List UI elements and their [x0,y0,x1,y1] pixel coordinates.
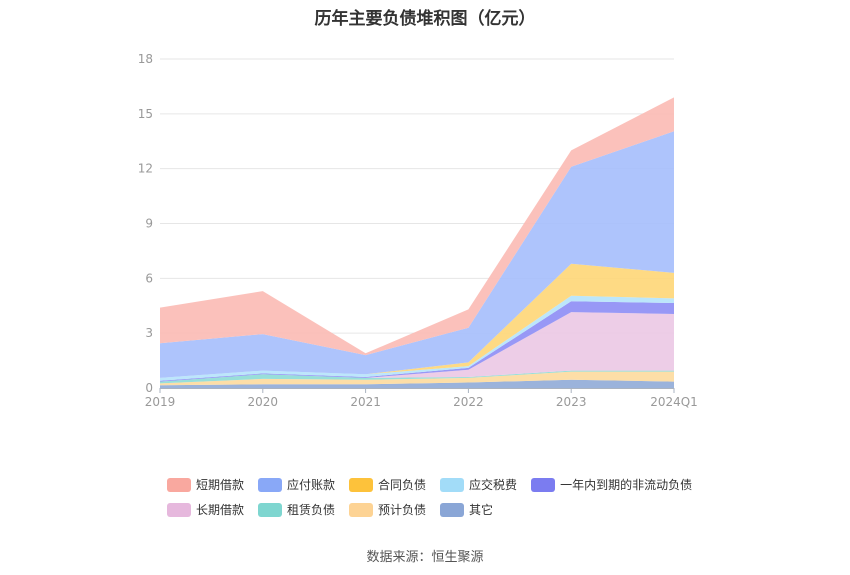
legend-item[interactable]: 一年内到期的非流动负债 [531,476,692,493]
area-series-2 [160,371,674,386]
y-tick-label: 15 [138,107,153,121]
y-tick-label: 18 [138,52,153,66]
legend-swatch [258,477,283,492]
x-tick-label: 2022 [453,395,484,409]
area-series-5 [160,301,674,382]
legend-item[interactable]: 应交税费 [440,476,517,493]
legend-swatch [349,477,374,492]
legend-label: 其它 [469,503,494,517]
area-series-3 [160,370,674,384]
stacked-area-chart: 0 3 6 9 12 15 18 2019 2020 2021 2022 2023 2024Q1 [138,52,698,409]
legend-swatch [349,502,374,517]
axis-layer: 0 3 6 9 12 15 18 2019 2020 2021 2022 2023 2024Q1 [138,52,698,409]
legend-label: 长期借款 [196,503,245,517]
x-tick-label: 2024Q1 [650,395,698,409]
area-series-8 [160,131,674,378]
legend-label: 应付账款 [287,478,336,492]
legend-label: 预计负债 [378,503,427,517]
legend-item[interactable]: 长期借款 [167,501,244,518]
area-series-9 [160,97,674,356]
legend-label: 合同负债 [378,478,427,492]
legend-row-2: 长期借款 租赁负债 预计负债 其它 [167,497,727,522]
legend-item[interactable]: 应付账款 [258,476,335,493]
legend-label: 一年内到期的非流动负债 [560,478,693,492]
legend: 短期借款 应付账款 合同负债 应交税费 一年内到期的非流动负债 长期借款 租赁负债 预计负债… [167,472,727,522]
legend-item[interactable]: 合同负债 [349,476,426,493]
x-tick-label: 2023 [556,395,587,409]
x-tick-label: 2020 [248,395,279,409]
legend-swatch [167,477,191,492]
legend-swatch [440,477,465,492]
legend-item[interactable]: 预计负债 [349,501,426,518]
y-tick-label: 3 [145,326,153,340]
legend-swatch [440,502,465,517]
legend-swatch [167,502,191,517]
legend-item[interactable]: 租赁负债 [258,501,335,518]
y-tick-label: 6 [145,271,153,285]
area-series-4 [160,312,674,382]
y-tick-label: 0 [145,381,153,395]
x-tick-label: 2019 [145,395,176,409]
legend-item[interactable]: 其它 [440,501,493,518]
area-layer [160,97,674,388]
legend-label: 应交税费 [469,478,518,492]
area-series-6 [160,295,674,381]
area-series-7 [160,263,674,378]
legend-label: 租赁负债 [287,503,336,517]
area-series-1 [160,379,674,388]
y-tick-label: 9 [145,217,153,231]
legend-swatch [258,502,283,517]
data-source: 数据来源：恒生聚源 [366,550,484,565]
legend-swatch [531,477,556,492]
x-tick-label: 2021 [350,395,381,409]
legend-item[interactable]: 短期借款 [167,476,244,493]
y-tick-label: 12 [138,162,153,176]
legend-label: 短期借款 [196,478,245,492]
chart-title: 历年主要负债堆积图（亿元） [314,9,536,29]
legend-row-1: 短期借款 应付账款 合同负债 应交税费 一年内到期的非流动负债 [167,472,727,497]
